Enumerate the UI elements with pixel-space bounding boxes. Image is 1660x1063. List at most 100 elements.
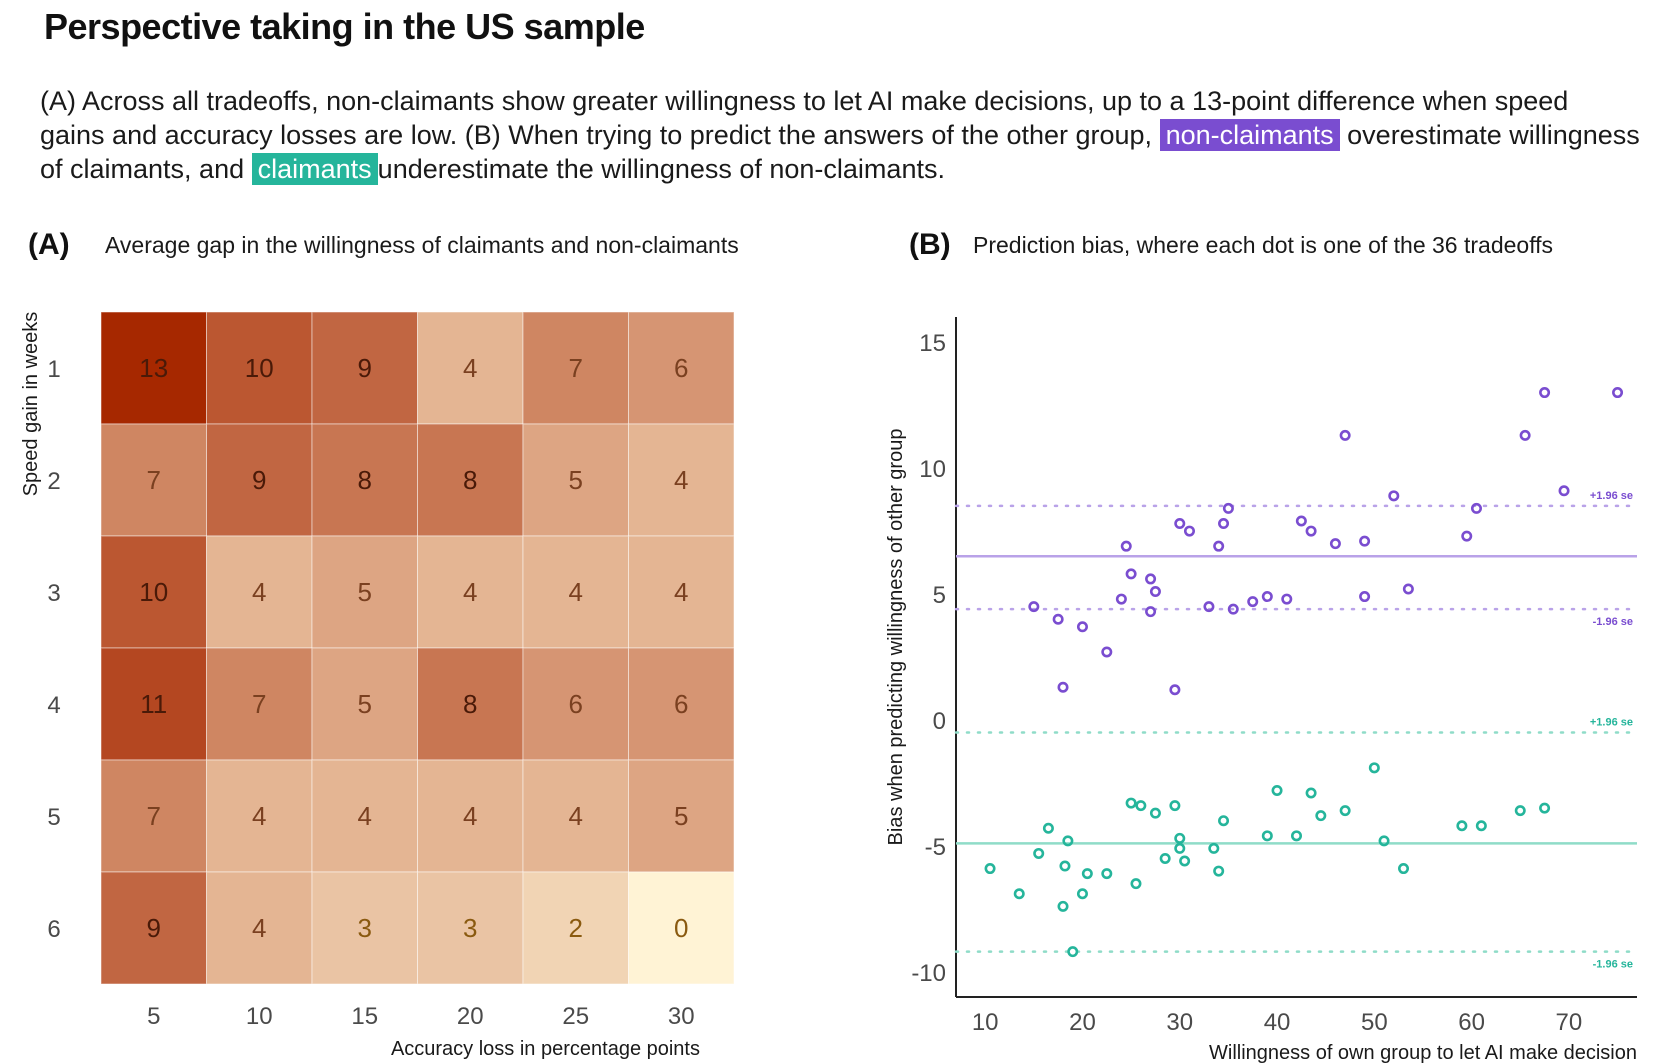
heatmap-cell bbox=[628, 423, 735, 537]
heatmap-cell bbox=[206, 871, 313, 985]
heatmap-chart: 13 10 9 4 7 67 9 8 8 5 410 4 5 4 4 411 7 5 8 6 67 4 4 4 4 59 4 3 3 2 0… bbox=[20, 311, 735, 1060]
heatmap-cell-label: 4 bbox=[252, 913, 266, 943]
heatmap-cell bbox=[100, 759, 207, 873]
heatmap-cell-label: 4 bbox=[358, 801, 372, 831]
scatter-point bbox=[1052, 613, 1064, 625]
scatter-point bbox=[1076, 621, 1088, 633]
panel-a-title: Average gap in the willingness of claima… bbox=[105, 232, 739, 258]
scatter-point bbox=[1145, 573, 1157, 585]
scatter-point bbox=[1461, 530, 1473, 542]
scatter-point bbox=[1101, 646, 1113, 658]
heatmap-cell bbox=[628, 871, 735, 985]
scatter-point bbox=[1218, 518, 1230, 530]
heatmap-y-tick: 6 bbox=[47, 916, 60, 943]
scatter-point bbox=[1057, 900, 1069, 912]
heatmap-cell bbox=[522, 647, 629, 761]
scatter-point bbox=[1368, 762, 1380, 774]
heatmap-cell bbox=[628, 647, 735, 761]
subtitle-part3: underestimate the willingness of non-cla… bbox=[377, 154, 945, 184]
scatter-point bbox=[1612, 387, 1624, 399]
heatmap-cell-label: 5 bbox=[358, 689, 372, 719]
heatmap-cell-label: 4 bbox=[674, 577, 688, 607]
scatter-point bbox=[1081, 868, 1093, 880]
scatter-point bbox=[1059, 860, 1071, 872]
heatmap-cell-label: 6 bbox=[674, 689, 688, 719]
scatter-point bbox=[1174, 832, 1186, 844]
scatter-point bbox=[1388, 490, 1400, 502]
heatmap-cell bbox=[628, 759, 735, 873]
heatmap-cell-label: 8 bbox=[463, 689, 477, 719]
heatmap-cell bbox=[522, 535, 629, 649]
heatmap-cell-label: 0 bbox=[674, 913, 688, 943]
scatter-y-tick: -5 bbox=[925, 834, 946, 861]
heatmap-cell-label: 5 bbox=[674, 801, 688, 831]
heatmap-x-axis-label: Accuracy loss in percentage points bbox=[391, 1038, 700, 1060]
highlight-non-claimants: non-claimants bbox=[1159, 119, 1340, 151]
scatter-point bbox=[1305, 787, 1317, 799]
heatmap-cell-label: 7 bbox=[147, 801, 161, 831]
scatter-x-tick: 10 bbox=[972, 1009, 999, 1036]
scatter-point bbox=[1125, 797, 1137, 809]
heatmap-cell bbox=[628, 535, 735, 649]
scatter-point bbox=[1174, 842, 1186, 854]
scatter-point bbox=[1115, 593, 1127, 605]
scatter-point bbox=[1305, 525, 1317, 537]
scatter-point bbox=[1208, 842, 1220, 854]
heatmap-cell-label: 5 bbox=[569, 465, 583, 495]
scatter-point bbox=[1042, 822, 1054, 834]
scatter-point bbox=[1470, 502, 1482, 514]
scatter-x-tick: 40 bbox=[1264, 1009, 1291, 1036]
scatter-point bbox=[1378, 835, 1390, 847]
heatmap-x-tick: 25 bbox=[562, 1003, 589, 1030]
heatmap-cell-label: 4 bbox=[463, 353, 477, 383]
scatter-point bbox=[1339, 805, 1351, 817]
scatter-point bbox=[1271, 784, 1283, 796]
scatter-point bbox=[1149, 586, 1161, 598]
scatter-lower-se-label: -1.96 se bbox=[1593, 616, 1633, 628]
panel-b-letter: (B) bbox=[909, 228, 951, 261]
heatmap-cell-label: 10 bbox=[245, 353, 274, 383]
heatmap-cell-label: 8 bbox=[358, 465, 372, 495]
heatmap-y-tick: 2 bbox=[47, 468, 60, 495]
scatter-point bbox=[1179, 855, 1191, 867]
scatter-point bbox=[1057, 681, 1069, 693]
scatter-point bbox=[1183, 525, 1195, 537]
heatmap-cell-label: 6 bbox=[569, 689, 583, 719]
scatter-point bbox=[1076, 888, 1088, 900]
heatmap-y-tick: 1 bbox=[47, 356, 60, 383]
heatmap-x-tick: 15 bbox=[351, 1003, 378, 1030]
scatter-y-tick: 5 bbox=[933, 582, 946, 609]
scatter-point bbox=[1213, 865, 1225, 877]
heatmap-cell bbox=[100, 535, 207, 649]
scatter-point bbox=[1227, 603, 1239, 615]
scatter-point bbox=[1558, 485, 1570, 497]
scatter-x-tick: 60 bbox=[1458, 1009, 1485, 1036]
heatmap-cell-label: 7 bbox=[252, 689, 266, 719]
scatter-point bbox=[1456, 820, 1468, 832]
heatmap-cell-label: 4 bbox=[463, 801, 477, 831]
heatmap-cell bbox=[417, 311, 524, 425]
heatmap-cell bbox=[522, 871, 629, 985]
heatmap-y-tick: 5 bbox=[47, 804, 60, 831]
scatter-point bbox=[1261, 591, 1273, 603]
heatmap-cell bbox=[522, 759, 629, 873]
heatmap-cell-label: 2 bbox=[569, 913, 583, 943]
heatmap-cell bbox=[100, 311, 207, 425]
heatmap-cell bbox=[417, 871, 524, 985]
scatter-point bbox=[1329, 538, 1341, 550]
heatmap-cell-label: 3 bbox=[358, 913, 372, 943]
heatmap-cell bbox=[206, 423, 313, 537]
scatter-point bbox=[1203, 601, 1215, 613]
heatmap-cell-label: 13 bbox=[139, 353, 168, 383]
scatter-point bbox=[1359, 535, 1371, 547]
subtitle: (A) Across all tradeoffs, non-claimants … bbox=[40, 84, 1640, 186]
scatter-point bbox=[1159, 852, 1171, 864]
scatter-point bbox=[1013, 888, 1025, 900]
scatter-x-tick: 70 bbox=[1556, 1009, 1583, 1036]
heatmap-cell-label: 7 bbox=[569, 353, 583, 383]
scatter-point bbox=[1213, 540, 1225, 552]
scatter-point bbox=[1475, 820, 1487, 832]
heatmap-cell bbox=[311, 423, 418, 537]
scatter-point bbox=[1295, 515, 1307, 527]
scatter-point bbox=[1169, 800, 1181, 812]
